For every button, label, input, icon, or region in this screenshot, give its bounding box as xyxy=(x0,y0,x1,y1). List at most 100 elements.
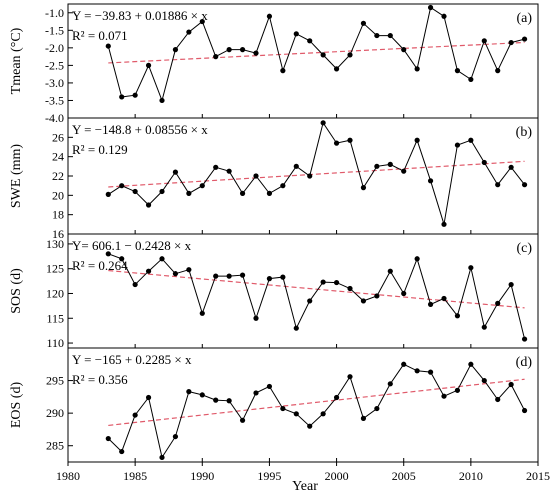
data-point xyxy=(239,190,246,196)
x-tick-label: 2015 xyxy=(526,469,550,483)
x-tick-label: 2005 xyxy=(392,469,416,483)
panel-3: 110 115 120 125 130 SOS (d) Y= 606.1 − 0.2428 … xyxy=(9,233,539,350)
data-point xyxy=(105,435,111,442)
data-point xyxy=(145,268,152,274)
data-point xyxy=(145,62,152,68)
data-point xyxy=(495,182,501,188)
series-line xyxy=(107,6,525,103)
data-point xyxy=(441,13,447,19)
data-point xyxy=(186,29,192,35)
y-tick-label: 26 xyxy=(52,130,64,144)
data-point xyxy=(199,183,205,189)
regression-equation: Y = −165 + 0.2285 × x xyxy=(72,352,192,367)
data-point xyxy=(320,52,326,58)
data-point xyxy=(521,182,528,188)
data-point xyxy=(387,268,393,274)
data-point xyxy=(360,298,367,304)
data-point xyxy=(172,169,179,175)
data-point xyxy=(521,36,528,42)
data-point xyxy=(414,137,420,143)
data-point xyxy=(468,76,474,83)
data-point xyxy=(266,383,273,390)
data-point xyxy=(253,390,259,396)
data-point xyxy=(454,313,461,319)
series-line xyxy=(107,363,526,459)
x-tick-label: 2000 xyxy=(325,469,349,483)
data-point xyxy=(414,256,420,262)
data-point xyxy=(119,183,125,189)
x-tick-label: 1985 xyxy=(123,469,147,483)
data-point xyxy=(508,281,514,288)
data-point xyxy=(159,188,165,195)
data-point xyxy=(441,393,447,399)
data-point xyxy=(454,142,461,148)
data-point xyxy=(172,47,179,53)
data-point xyxy=(293,325,299,331)
data-point xyxy=(360,415,367,421)
data-point xyxy=(508,39,514,46)
data-point xyxy=(239,417,246,423)
data-point xyxy=(119,256,125,262)
data-point xyxy=(239,272,246,278)
data-point xyxy=(387,32,393,39)
data-point xyxy=(333,279,340,286)
data-point xyxy=(280,274,286,280)
regression-equation: Y = −39.83 + 0.01886 × x xyxy=(72,8,208,23)
data-point xyxy=(199,18,205,25)
data-point xyxy=(427,178,434,184)
data-point xyxy=(468,265,474,271)
panel-label: (b) xyxy=(516,125,533,140)
data-point xyxy=(226,398,232,404)
data-point xyxy=(320,279,326,285)
data-point xyxy=(132,281,138,288)
data-point xyxy=(226,47,232,53)
data-point xyxy=(119,448,125,455)
data-point xyxy=(280,68,286,74)
data-point xyxy=(468,137,474,143)
x-tick-label: 1995 xyxy=(257,469,281,483)
data-point xyxy=(213,397,219,403)
trend-line xyxy=(108,269,525,309)
data-point xyxy=(387,161,393,167)
data-point xyxy=(159,97,165,104)
panel-1: -4.0 -3.5 -3.0 -2.5 -2.0 -1.5 -1.0 Tmean (°C) Y … xyxy=(9,3,539,125)
series-line xyxy=(108,253,526,340)
data-point xyxy=(266,276,273,282)
r-squared: R² = 0.356 xyxy=(72,372,128,387)
data-point xyxy=(441,295,447,302)
y-tick-label: -2.0 xyxy=(45,41,64,55)
data-point xyxy=(266,13,273,19)
data-point xyxy=(495,396,501,403)
y-tick-label: -3.0 xyxy=(45,76,64,90)
r-squared: R² = 0.264 xyxy=(72,258,128,273)
data-point xyxy=(213,164,219,170)
y-axis-label: Tmean (°C) xyxy=(9,27,24,94)
regression-equation: Y = −148.8 + 0.08556 × x xyxy=(72,122,208,137)
trend-line xyxy=(108,378,525,427)
data-point xyxy=(253,50,259,56)
y-tick-label: 22 xyxy=(52,169,64,183)
data-point xyxy=(347,374,353,380)
data-point xyxy=(347,285,353,292)
data-point xyxy=(132,412,138,418)
data-point xyxy=(253,315,259,321)
x-tick-label: 2010 xyxy=(459,469,483,483)
data-point xyxy=(481,38,487,44)
trend-line xyxy=(108,41,525,64)
r-squared: R² = 0.129 xyxy=(72,142,128,157)
data-point xyxy=(427,301,434,307)
y-tick-label: 16 xyxy=(52,227,64,241)
data-point xyxy=(172,433,179,440)
y-tick-label: 110 xyxy=(46,336,64,350)
data-point xyxy=(145,202,152,208)
data-point xyxy=(495,300,501,306)
data-point xyxy=(253,173,259,179)
data-point xyxy=(159,256,165,262)
data-point xyxy=(521,407,528,414)
data-point xyxy=(414,66,420,72)
data-point xyxy=(333,66,340,72)
data-point xyxy=(387,381,393,387)
x-tick-label: 1990 xyxy=(190,469,214,483)
data-point xyxy=(186,389,192,395)
data-point xyxy=(468,361,474,367)
